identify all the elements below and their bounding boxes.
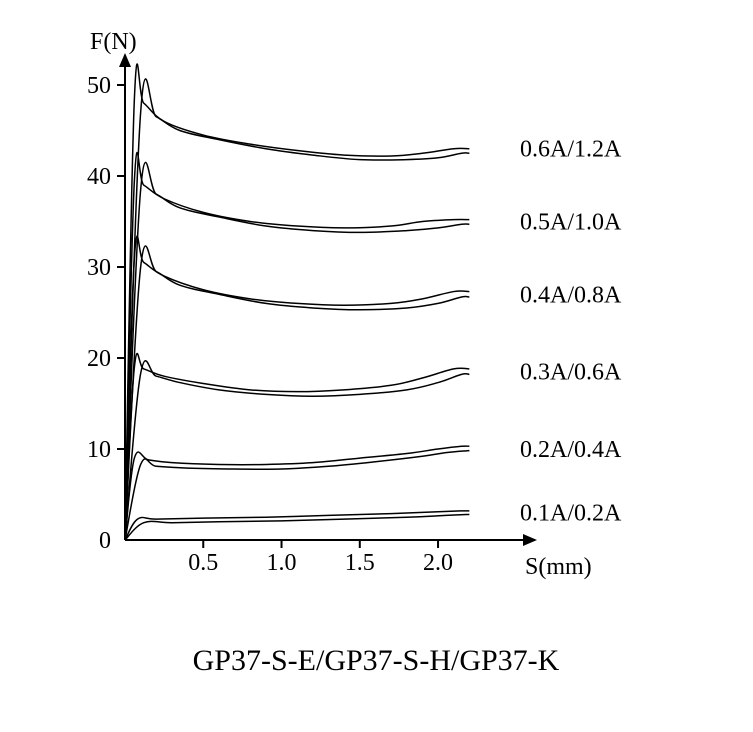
y-tick-label: 20 — [87, 346, 111, 372]
series-label-4: 0.2A/0.4A — [520, 437, 622, 463]
y-tick-label: 10 — [87, 437, 111, 463]
y-axis-arrow — [119, 53, 131, 67]
y-axis-label: F(N) — [90, 29, 137, 55]
force-displacement-chart: 0 10 20 30 40 50 0.5 1.0 1.5 2.0 F(N) S(mm) 0.6A/1.2… — [0, 0, 753, 732]
curve-upper-1 — [125, 153, 469, 540]
y-tick-label: 50 — [87, 73, 111, 99]
x-tick-label: 0.5 — [188, 550, 218, 576]
curve-upper-4 — [125, 446, 469, 540]
curve-lower-0 — [125, 79, 469, 540]
curve-upper-5 — [125, 511, 469, 540]
x-tick-label: 1.5 — [345, 550, 375, 576]
y-tick-label: 40 — [87, 164, 111, 190]
series-label-2: 0.4A/0.8A — [520, 282, 622, 308]
x-tick-label: 2.0 — [423, 550, 453, 576]
curve-lower-1 — [125, 162, 469, 540]
curve-lower-2 — [125, 246, 469, 540]
x-axis-arrow — [523, 534, 537, 546]
x-axis-label: S(mm) — [525, 554, 592, 580]
y-tick-label: 0 — [99, 528, 111, 554]
series-label-0: 0.6A/1.2A — [520, 137, 622, 163]
series-label-5: 0.1A/0.2A — [520, 501, 622, 527]
series-label-3: 0.3A/0.6A — [520, 360, 622, 386]
x-tick-label: 1.0 — [267, 550, 297, 576]
chart-caption: GP37-S-E/GP37-S-H/GP37-K — [193, 644, 560, 677]
series-label-1: 0.5A/1.0A — [520, 210, 622, 236]
y-tick-label: 30 — [87, 255, 111, 281]
